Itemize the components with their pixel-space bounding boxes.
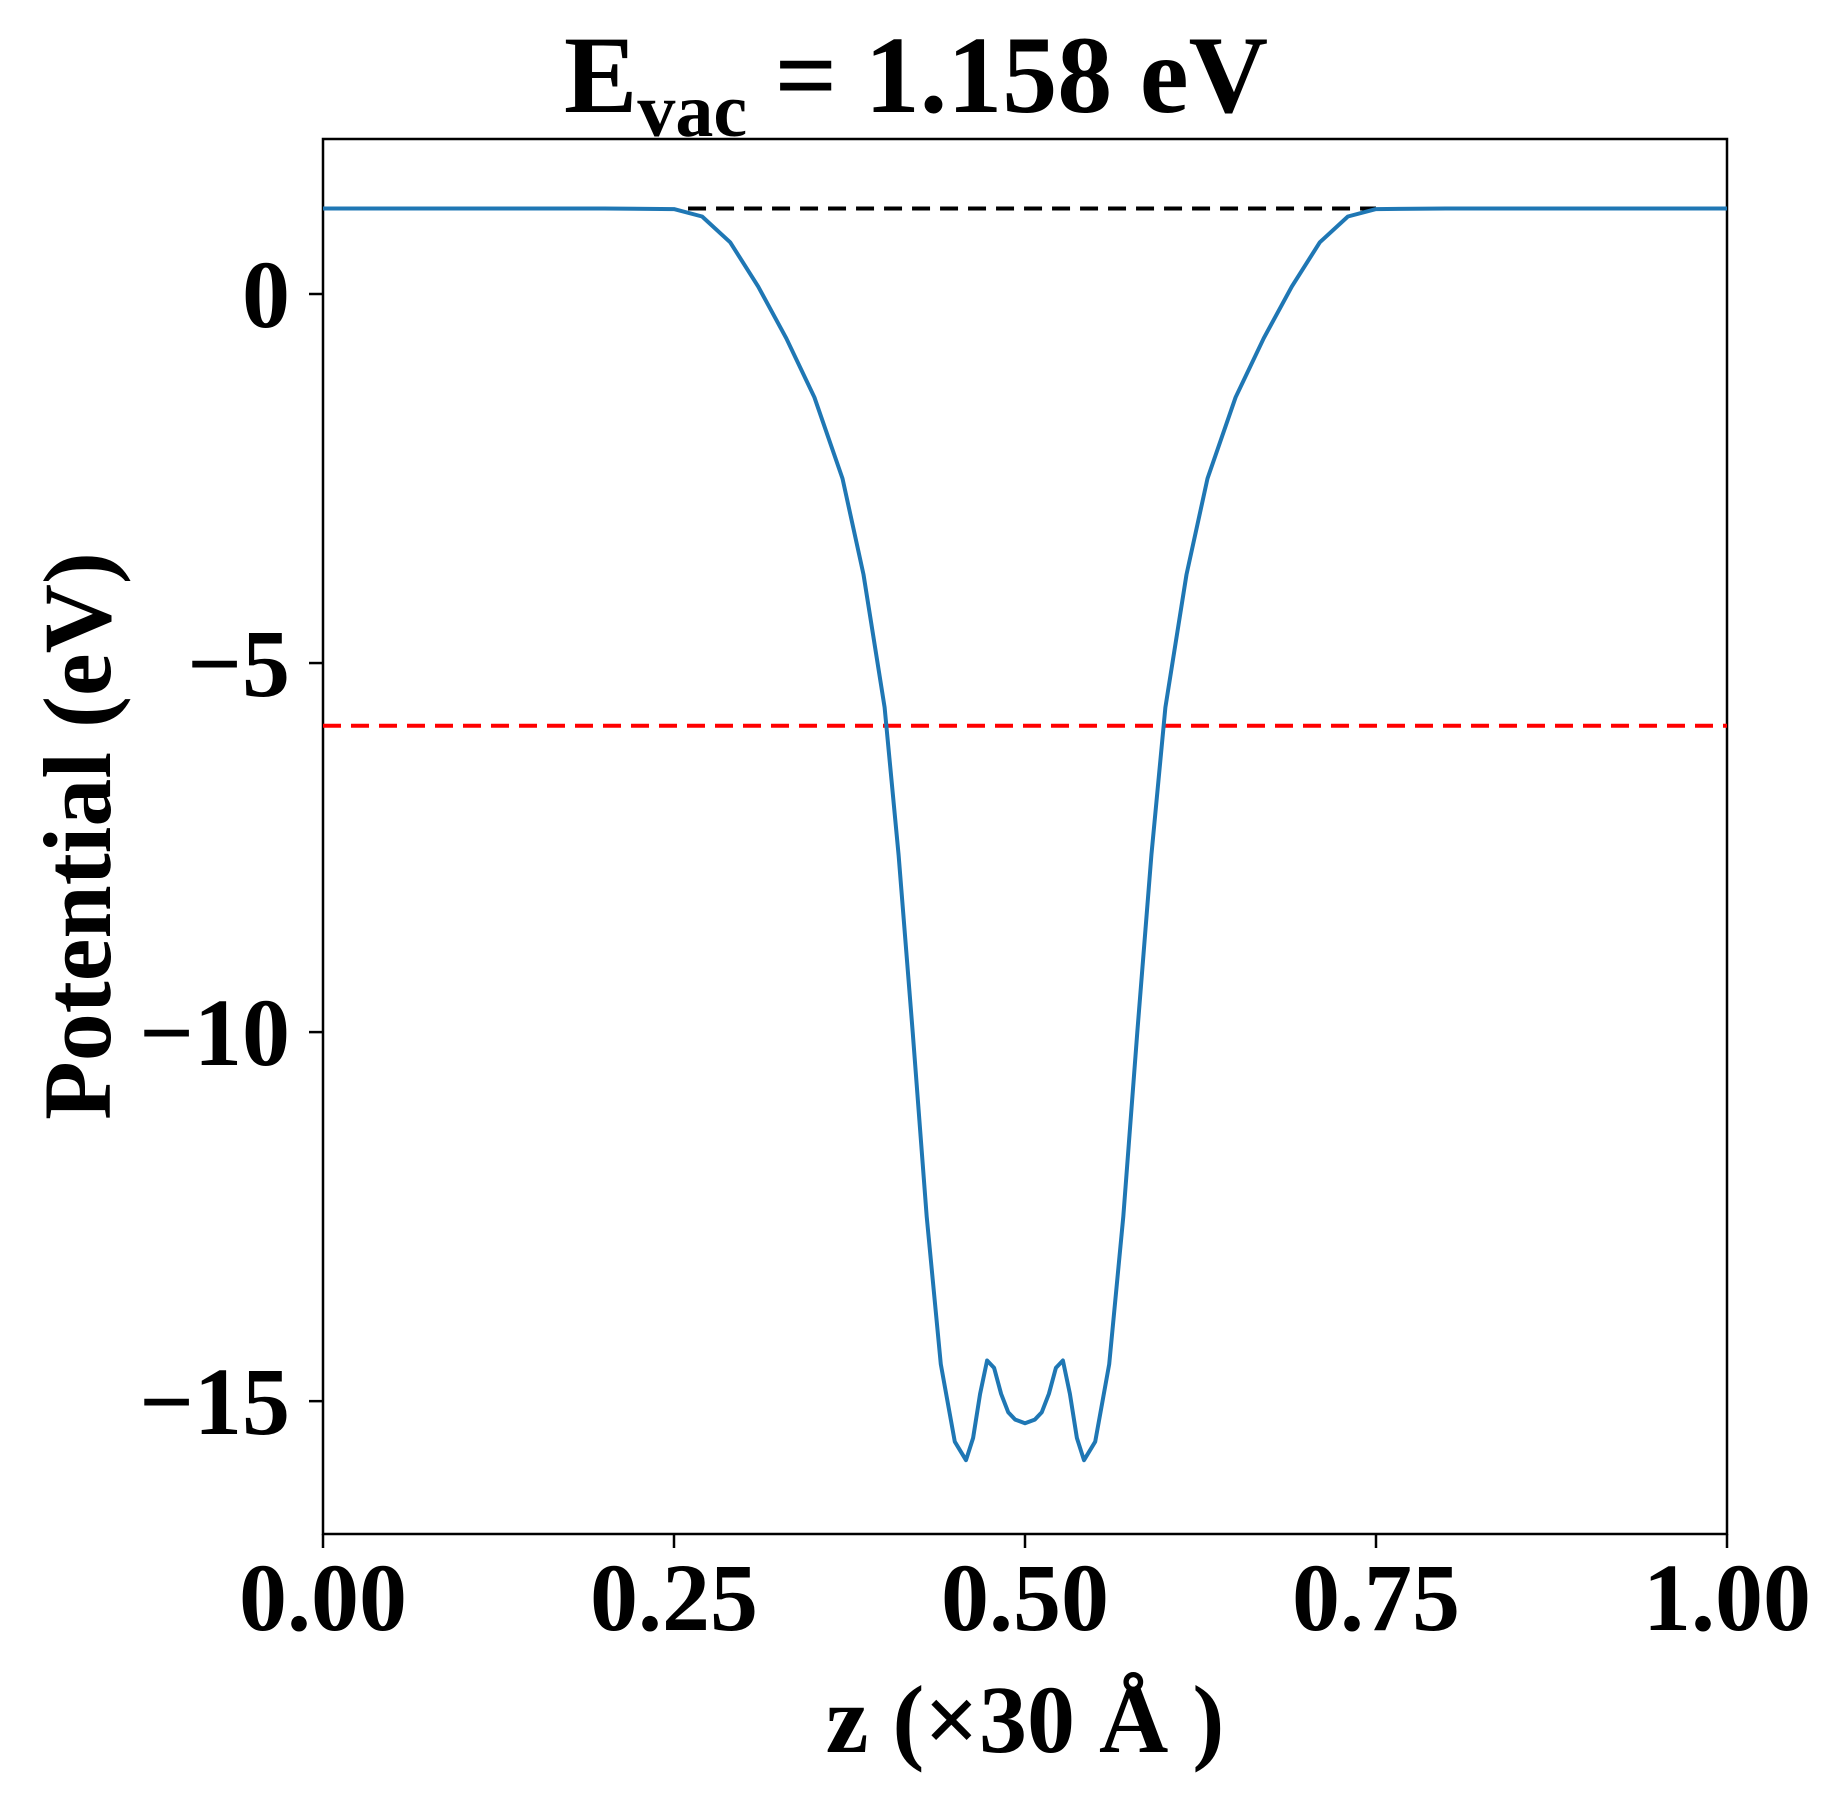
x-tick-label: 0.25 [590, 1544, 758, 1651]
chart-title-main: E [564, 14, 637, 136]
y-axis-label: Potential (eV) [24, 552, 131, 1120]
chart-title-rest: = 1.158 eV [747, 14, 1268, 136]
y-tick-label: −5 [187, 610, 290, 717]
y-axis-ticks: 0 −5 −10 −15 [139, 241, 323, 1455]
y-tick-label: −15 [139, 1348, 290, 1455]
y-tick-label: −10 [139, 979, 290, 1086]
x-tick-label: 0.00 [239, 1544, 407, 1651]
series-group [323, 206, 1727, 1463]
x-axis-ticks: 0.00 0.25 0.50 0.75 1.00 [239, 1534, 1811, 1651]
x-tick-label: 0.75 [1292, 1544, 1460, 1651]
reference-lines [323, 206, 1727, 728]
x-tick-label: 1.00 [1643, 1544, 1811, 1651]
x-axis-label: z (×30 Å ) [826, 1666, 1225, 1773]
chart-title: Evac = 1.158 eV [564, 14, 1268, 153]
x-tick-label: 0.50 [941, 1544, 1109, 1651]
chart-title-subscript: vac [637, 69, 747, 153]
plot-frame [321, 137, 1729, 1536]
series-line-0 [323, 206, 1727, 1463]
y-tick-label: 0 [242, 241, 290, 348]
